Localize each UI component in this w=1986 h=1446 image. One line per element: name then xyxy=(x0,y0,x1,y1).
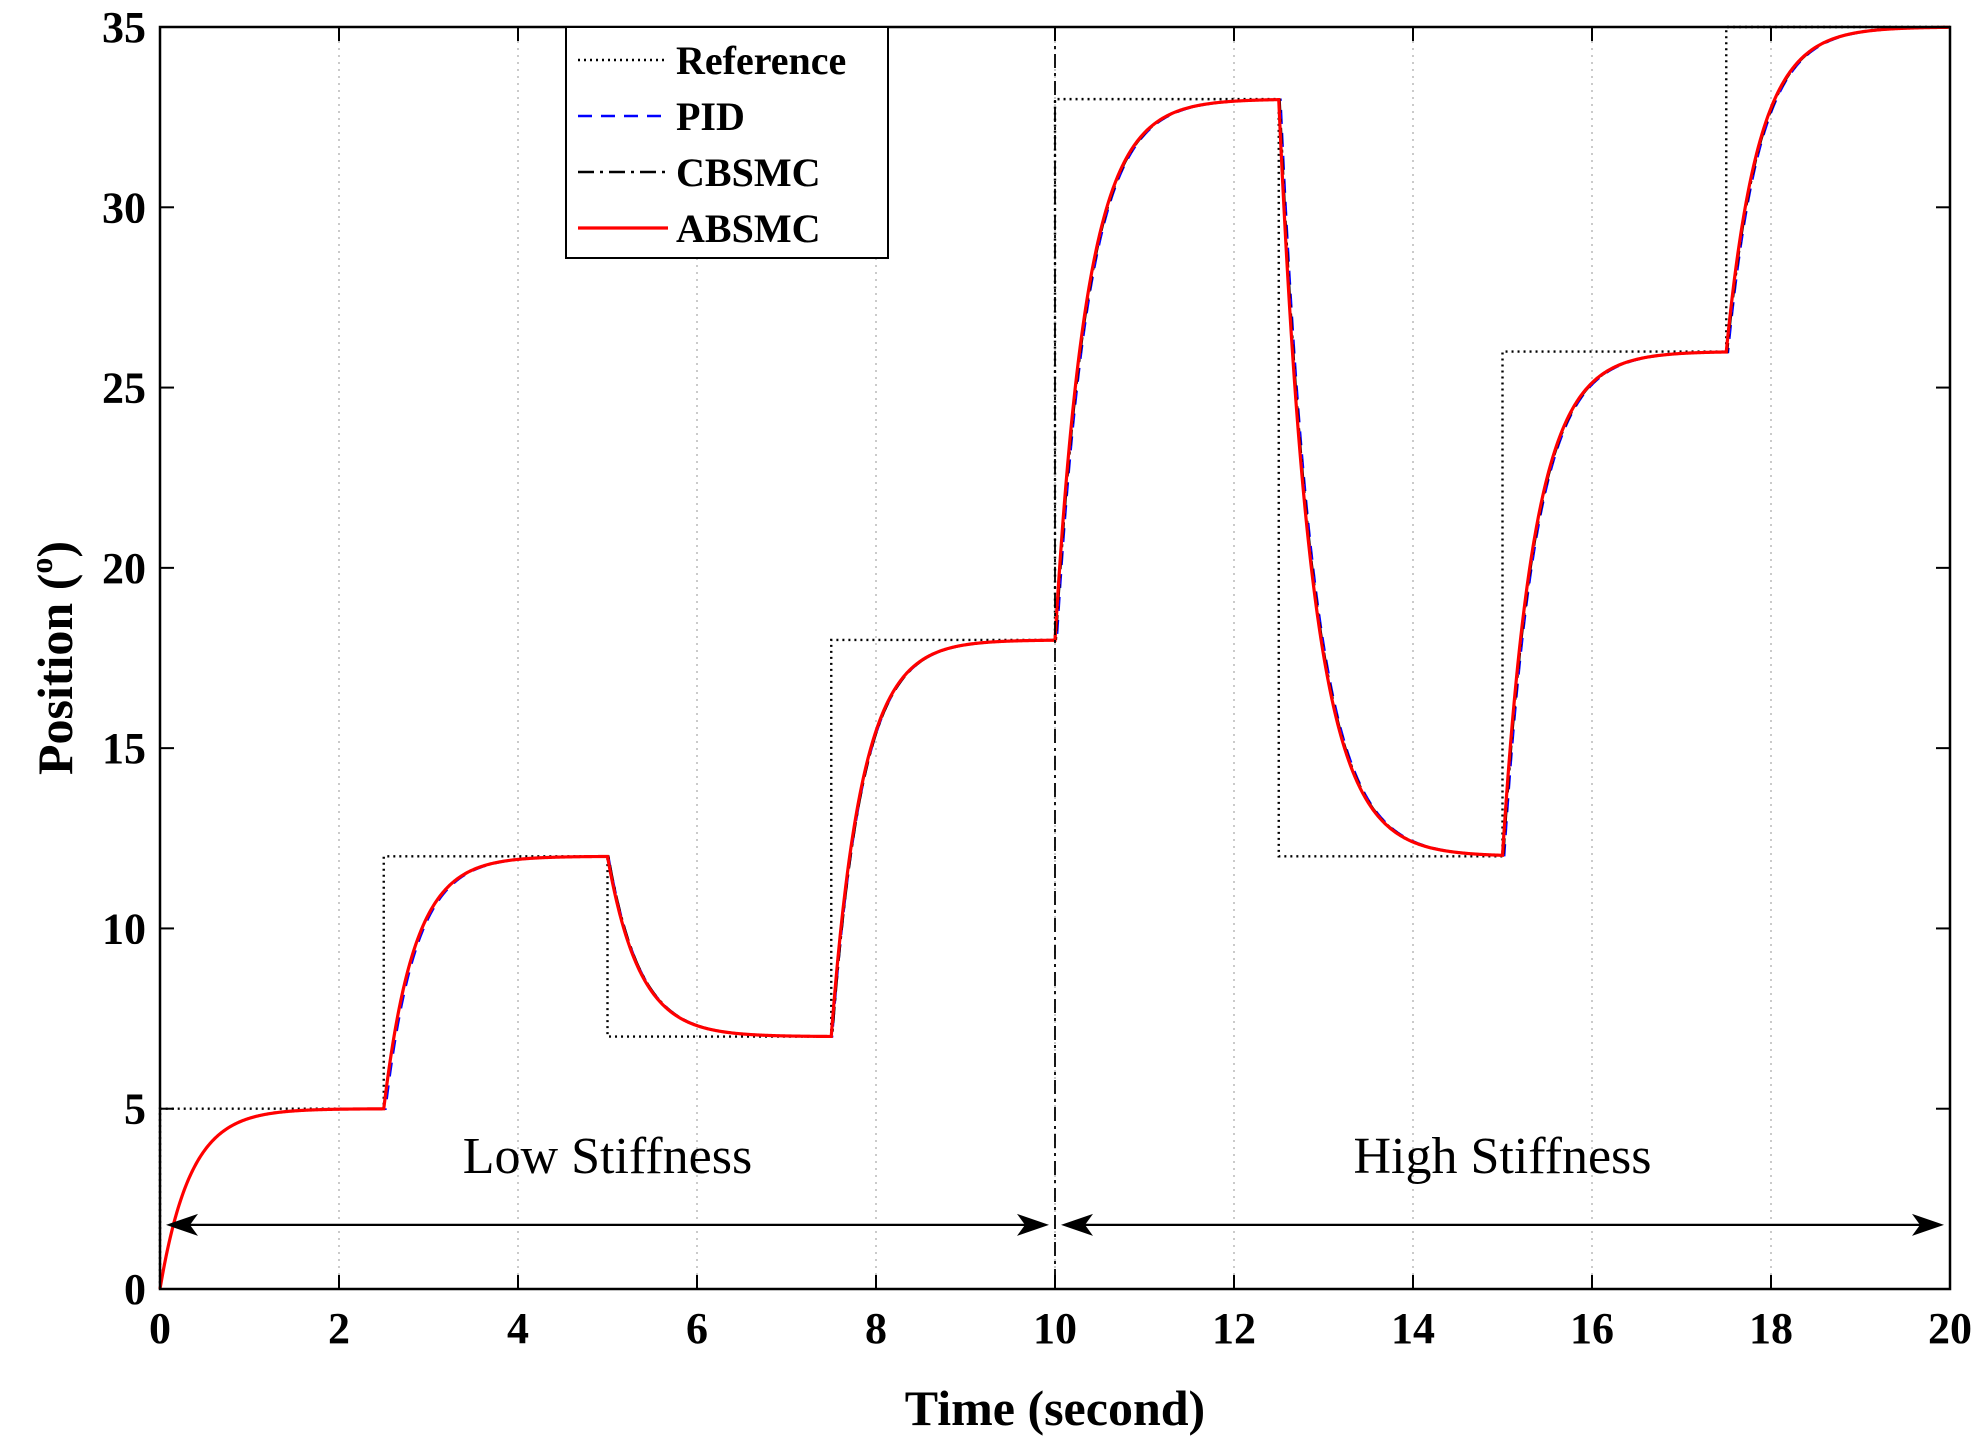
annotation-label: High Stiffness xyxy=(1353,1128,1651,1185)
axis-ticks: 0 2 4 6 8 10 12 14 16 18 20 0 5 10 15 20 25 30 35 xyxy=(102,3,1972,1353)
y-tick-label: 20 xyxy=(102,544,146,593)
y-axis-title: Position (o) xyxy=(23,541,83,775)
x-tick-label: 6 xyxy=(686,1304,708,1353)
y-tick-label: 5 xyxy=(124,1085,146,1134)
x-tick-label: 4 xyxy=(507,1304,529,1353)
annotations: Low Stiffness High Stiffness xyxy=(166,1128,1944,1236)
y-tick-label: 10 xyxy=(102,904,146,953)
x-tick-label: 2 xyxy=(328,1304,350,1353)
x-tick-label: 12 xyxy=(1212,1304,1256,1353)
y-axis-title-degree: o xyxy=(23,558,59,574)
y-tick-label: 15 xyxy=(102,724,146,773)
legend: Reference PID CBSMC ABSMC xyxy=(565,26,889,259)
annotation-arrowhead-left xyxy=(166,1213,198,1236)
x-tick-label: 14 xyxy=(1391,1304,1435,1353)
y-axis-title-close: ) xyxy=(27,541,83,558)
x-tick-label: 8 xyxy=(865,1304,887,1353)
y-tick-label: 25 xyxy=(102,364,146,413)
y-tick-label: 35 xyxy=(102,3,146,52)
legend-label-pid: PID xyxy=(676,94,745,139)
y-tick-label: 30 xyxy=(102,183,146,232)
legend-box xyxy=(565,26,889,259)
y-axis-title-main: Position ( xyxy=(27,574,83,775)
legend-label-absmc: ABSMC xyxy=(676,206,820,251)
annotation-label: Low Stiffness xyxy=(463,1128,752,1185)
x-tick-label: 0 xyxy=(149,1304,171,1353)
annotation-arrowhead-right xyxy=(1912,1213,1944,1236)
x-tick-label: 10 xyxy=(1033,1304,1077,1353)
annotation-arrowhead-left xyxy=(1061,1213,1093,1236)
series-lines xyxy=(158,25,1951,1290)
legend-label-reference: Reference xyxy=(676,38,846,83)
legend-label-cbsmc: CBSMC xyxy=(676,150,820,195)
annotation-arrowhead-right xyxy=(1017,1213,1049,1236)
x-tick-label: 18 xyxy=(1749,1304,1793,1353)
x-tick-label: 20 xyxy=(1928,1304,1972,1353)
x-axis-title: Time (second) xyxy=(905,1380,1205,1436)
y-tick-label: 0 xyxy=(124,1265,146,1314)
x-tick-label: 16 xyxy=(1570,1304,1614,1353)
